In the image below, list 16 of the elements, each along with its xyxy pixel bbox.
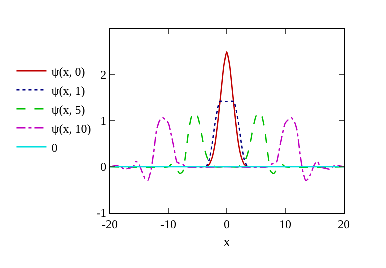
x-tick-label: -10 [160,217,176,232]
y-tick-label: 1 [100,114,107,128]
y-tick-label: 2 [100,68,107,82]
legend-label: ψ(x, 0) [52,64,86,79]
legend-label: ψ(x, 5) [52,102,86,117]
x-tick-label: 0 [224,217,230,232]
legend-label: 0 [52,140,58,155]
line-series [202,51,252,168]
legend-label: ψ(x, 10) [52,122,92,136]
legend-label: ψ(x, 1) [52,84,86,98]
x-axis-title: x [224,236,230,251]
line-series [110,117,344,182]
x-tick-label: 20 [338,217,350,232]
line-series [206,100,248,168]
x-tick-label: 10 [280,217,292,232]
y-tick-label: 0 [100,160,107,174]
